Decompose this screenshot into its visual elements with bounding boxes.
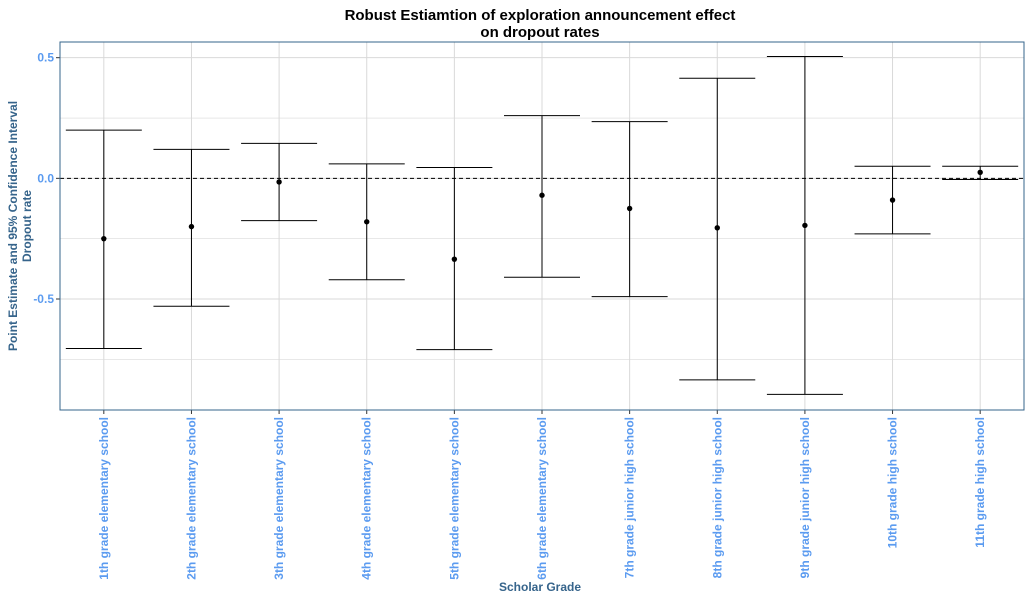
y-tick-label: 0.0 [37, 171, 54, 185]
error-bar-5 [416, 166, 493, 351]
point-estimate [889, 197, 896, 203]
point-estimate [977, 169, 983, 176]
x-tick-label: 2th grade elementary school [184, 417, 198, 580]
panel-border [59, 41, 1025, 411]
error-bar-6 [504, 115, 580, 278]
error-bars-layer [65, 55, 1019, 395]
y-tick-label: 0.5 [37, 51, 54, 65]
chart-subtitle: on dropout rates [480, 24, 599, 41]
error-bar-3 [241, 142, 318, 222]
error-bar-8 [679, 77, 756, 381]
y-axis-title-line-1: Point Estimate and 95% Confidence Interv… [6, 101, 20, 351]
error-bar-10 [854, 165, 931, 235]
point-estimate [626, 205, 633, 212]
error-bar-2 [153, 148, 230, 307]
point-estimate [451, 256, 458, 262]
x-tick-label: 1th grade elementary school [97, 417, 111, 580]
error-bar-9 [766, 55, 843, 395]
x-tick-label: 6th grade elementary school [535, 417, 549, 580]
point-estimate [539, 192, 545, 198]
x-tick-label: 11th grade high school [973, 417, 987, 548]
point-estimate [276, 179, 282, 185]
chart-title: Robust Estiamtion of exploration announc… [345, 7, 736, 24]
x-tick-labels: 1th grade elementary school 2th grade ele… [97, 410, 987, 580]
point-estimate [188, 223, 195, 230]
x-tick-label: 8th grade junior high school [710, 417, 724, 578]
x-axis-title: Scholar Grade [499, 580, 581, 594]
x-tick-label: 5th grade elementary school [447, 417, 461, 580]
error-bar-7 [591, 121, 668, 298]
error-bar-11 [942, 165, 1019, 181]
x-tick-label: 3th grade elementary school [272, 417, 286, 580]
error-bar-4 [328, 163, 405, 281]
y-axis-title-line-2: Dropout rate [20, 190, 34, 262]
x-tick-label: 10th grade high school [886, 417, 900, 548]
x-tick-label: 7th grade junior high school [623, 417, 637, 578]
x-tick-label: 9th grade junior high school [798, 417, 812, 578]
point-estimate [364, 219, 370, 225]
point-estimate [714, 225, 720, 231]
y-tick-label: -0.5 [33, 292, 54, 306]
error-bar-1 [65, 129, 142, 349]
x-tick-label: 4th grade elementary school [360, 417, 374, 580]
y-tick-labels: 0.5 0.0 -0.5 [33, 51, 60, 306]
point-estimate [802, 222, 808, 229]
point-estimate [101, 235, 107, 242]
